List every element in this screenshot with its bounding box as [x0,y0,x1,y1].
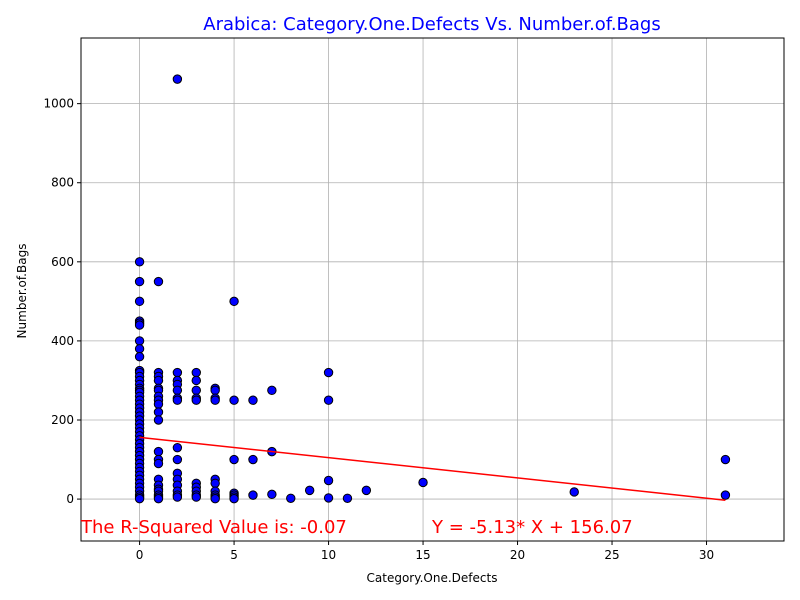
data-point [229,454,239,465]
data-point [134,352,145,362]
data-point [191,492,201,502]
data-point [323,367,334,378]
data-point [323,475,334,486]
x-tick-label: 20 [510,548,525,562]
chart-title: Arabica: Category.One.Defects Vs. Number… [203,14,661,35]
data-point [323,395,334,405]
data-point [286,493,296,503]
data-point [153,415,164,425]
data-point [153,375,164,386]
data-point [134,336,145,346]
data-point [210,478,220,488]
data-point [172,492,183,502]
data-point [134,276,145,287]
data-point [153,399,164,409]
regression-line [139,436,726,501]
x-tick-label: 30 [699,548,714,562]
y-axis-label: Number.of.Bags [15,244,29,339]
plot-frame [80,37,785,542]
data-point [153,458,164,469]
data-point [172,442,183,453]
data-point [342,493,353,503]
data-point [248,490,258,500]
data-point [134,257,145,267]
y-tick-label: 0 [66,492,74,506]
data-point [210,493,220,504]
data-point [172,454,183,465]
data-point [172,385,183,396]
x-tick-label: 10 [321,548,336,562]
data-point [229,493,239,504]
data-point [418,477,428,488]
data-point [229,296,239,307]
data-point [134,493,145,504]
y-tick-label: 400 [51,334,74,348]
r-squared-annotation: The R-Squared Value is: -0.07 [80,517,347,538]
data-point [134,344,145,354]
data-point [134,296,145,307]
x-tick-label: 25 [604,548,619,562]
data-point [153,276,164,287]
data-point [720,454,731,465]
gridlines [81,38,784,541]
data-point [191,375,201,386]
data-point [569,487,579,497]
data-point [191,367,201,378]
y-tick-label: 600 [51,255,74,269]
data-point [172,367,183,378]
data-point [304,485,315,496]
x-ticks: 0 5 10 15 20 25 30 [136,541,714,562]
x-tick-label: 0 [136,548,144,562]
data-point [210,395,220,405]
data-point [191,385,201,396]
data-point [229,395,239,405]
data-points [134,74,731,504]
data-point [248,454,258,465]
x-axis-label: Category.One.Defects [367,571,498,585]
y-tick-label: 1000 [43,97,74,111]
y-tick-label: 200 [51,413,74,427]
data-point [323,493,334,503]
data-point [210,385,220,396]
data-point [720,490,731,500]
data-point [172,395,183,405]
x-tick-label: 5 [230,548,238,562]
y-ticks: 0 200 400 600 800 1000 [43,97,81,506]
data-point [153,446,164,457]
regression-equation-annotation: Y = -5.13* X + 156.07 [431,517,633,538]
data-point [267,385,277,396]
data-point [267,489,277,500]
data-point [134,320,145,330]
y-tick-label: 800 [51,176,74,190]
data-point [172,74,183,84]
data-point [153,493,164,504]
data-point [361,485,372,496]
x-tick-label: 15 [415,548,430,562]
data-point [191,395,201,405]
data-point [248,395,258,405]
data-point [153,407,164,417]
